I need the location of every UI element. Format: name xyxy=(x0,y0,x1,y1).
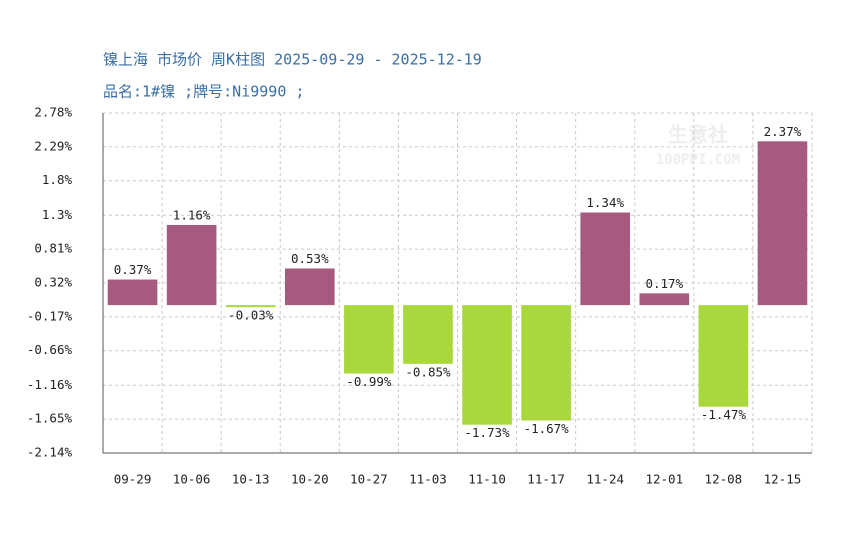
bar xyxy=(580,212,631,306)
bar xyxy=(521,305,571,421)
y-tick-label: 0.81% xyxy=(34,241,72,256)
x-tick-label: 12-15 xyxy=(764,472,802,487)
x-tick-label: 11-10 xyxy=(468,472,506,487)
y-tick-label: -0.66% xyxy=(27,342,73,357)
bar xyxy=(403,305,453,364)
y-tick-label: 1.8% xyxy=(42,172,73,187)
bar xyxy=(107,279,158,306)
x-tick-label: 12-01 xyxy=(645,472,683,487)
value-label: -0.85% xyxy=(405,364,451,379)
x-tick-label: 11-17 xyxy=(527,472,565,487)
value-label: 0.53% xyxy=(291,251,329,266)
y-tick-label: -0.17% xyxy=(27,308,73,323)
value-label: 0.37% xyxy=(114,262,152,277)
y-tick-label: -1.65% xyxy=(27,411,73,426)
value-label: 1.34% xyxy=(586,195,624,210)
bar xyxy=(225,305,276,308)
x-tick-label: 10-06 xyxy=(173,472,211,487)
chart-title: 镍上海 市场价 周K柱图 2025-09-29 - 2025-12-19 xyxy=(103,51,482,69)
y-tick-label: 0.32% xyxy=(34,275,72,290)
x-tick-label: 11-24 xyxy=(586,472,624,487)
x-tick-label: 12-08 xyxy=(705,472,743,487)
y-tick-label: 1.3% xyxy=(42,207,73,222)
x-tick-label: 11-03 xyxy=(409,472,447,487)
watermark: 100PPI.COM xyxy=(656,152,740,168)
value-label: -1.73% xyxy=(464,425,510,440)
x-tick-label: 10-13 xyxy=(232,472,270,487)
y-tick-label: -1.16% xyxy=(27,377,73,392)
chart-subtitle: 品名:1#镍 ;牌号:Ni9990 ; xyxy=(103,83,304,101)
value-label: -1.47% xyxy=(701,407,747,422)
value-label: 1.16% xyxy=(173,207,211,222)
watermark: 生意社 xyxy=(668,123,728,147)
bar xyxy=(757,141,808,306)
x-tick-label: 09-29 xyxy=(114,472,152,487)
value-label: -0.99% xyxy=(346,374,392,389)
value-label: -0.03% xyxy=(228,308,274,323)
value-label: 2.37% xyxy=(764,124,802,139)
bar xyxy=(344,305,394,374)
value-label: 0.17% xyxy=(645,276,683,291)
bar xyxy=(639,293,690,306)
y-tick-label: 2.78% xyxy=(34,105,72,120)
y-tick-label: 2.29% xyxy=(34,138,72,153)
x-tick-label: 10-20 xyxy=(291,472,329,487)
y-tick-label: -2.14% xyxy=(27,445,73,460)
bar xyxy=(166,224,217,306)
value-label: -1.67% xyxy=(524,421,570,436)
bar xyxy=(698,305,749,407)
bar xyxy=(462,305,512,425)
bar xyxy=(284,268,335,306)
x-tick-label: 10-27 xyxy=(350,472,388,487)
